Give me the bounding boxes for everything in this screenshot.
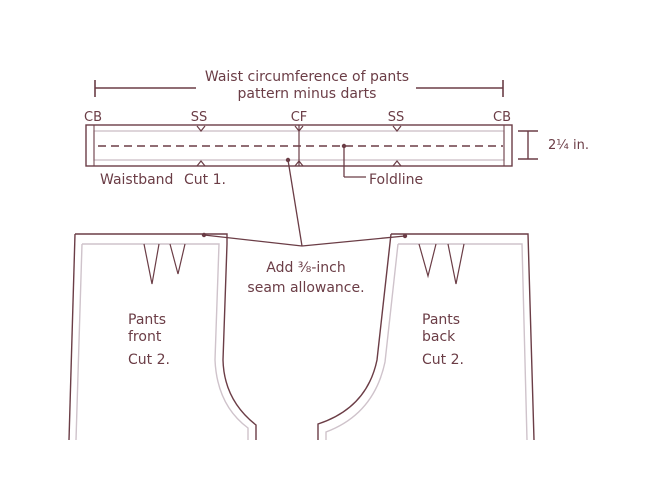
notch-cf-bottom <box>294 160 304 167</box>
front-cut-label: Cut 2. <box>128 352 170 368</box>
back-cut-label: Cut 2. <box>422 352 464 368</box>
waistband-piece <box>85 124 513 167</box>
seam-allowance-line2: seam allowance. <box>247 280 364 296</box>
width-bracket <box>518 130 538 160</box>
back-label-line1: Pants <box>422 312 460 328</box>
pants-front-piece <box>68 233 257 441</box>
label-ss-right: SS <box>388 110 405 125</box>
pants-back-piece <box>317 233 535 441</box>
back-dart-1 <box>418 243 437 279</box>
waistband-label: Waistband <box>100 172 173 188</box>
notch-ss-right-bottom <box>392 160 402 167</box>
back-label-line2: back <box>422 329 456 345</box>
front-dart-2 <box>169 243 186 275</box>
seam-allowance-line1: Add ⅜-inch <box>266 260 346 276</box>
seam-allowance-leaders <box>203 159 406 247</box>
front-label-line2: front <box>128 329 162 345</box>
foldline-leader-dot <box>341 143 347 149</box>
label-cb-right: CB <box>493 110 511 125</box>
notch-ss-right-top <box>392 125 402 132</box>
front-dart-1 <box>143 243 160 285</box>
foldline-label: Foldline <box>369 172 423 188</box>
foldline-leader <box>343 146 366 178</box>
front-label-line1: Pants <box>128 312 166 328</box>
waist-title-line2: pattern minus darts <box>238 86 377 102</box>
notch-ss-left-bottom <box>196 160 206 167</box>
width-measure-label: 2¼ in. <box>548 138 589 153</box>
back-dart-2 <box>447 243 465 285</box>
waist-dimension-line <box>94 80 504 97</box>
seam-leader-dot-waistband <box>285 157 291 163</box>
label-cf: CF <box>291 110 308 125</box>
notch-cf-top <box>294 125 304 132</box>
label-cb-left: CB <box>84 110 102 125</box>
seam-leader-dot-back <box>402 233 408 239</box>
label-ss-left: SS <box>191 110 208 125</box>
notch-ss-left-top <box>196 125 206 132</box>
waist-title-line1: Waist circumference of pants <box>205 69 409 85</box>
waistband-cut-label: Cut 1. <box>184 172 226 188</box>
